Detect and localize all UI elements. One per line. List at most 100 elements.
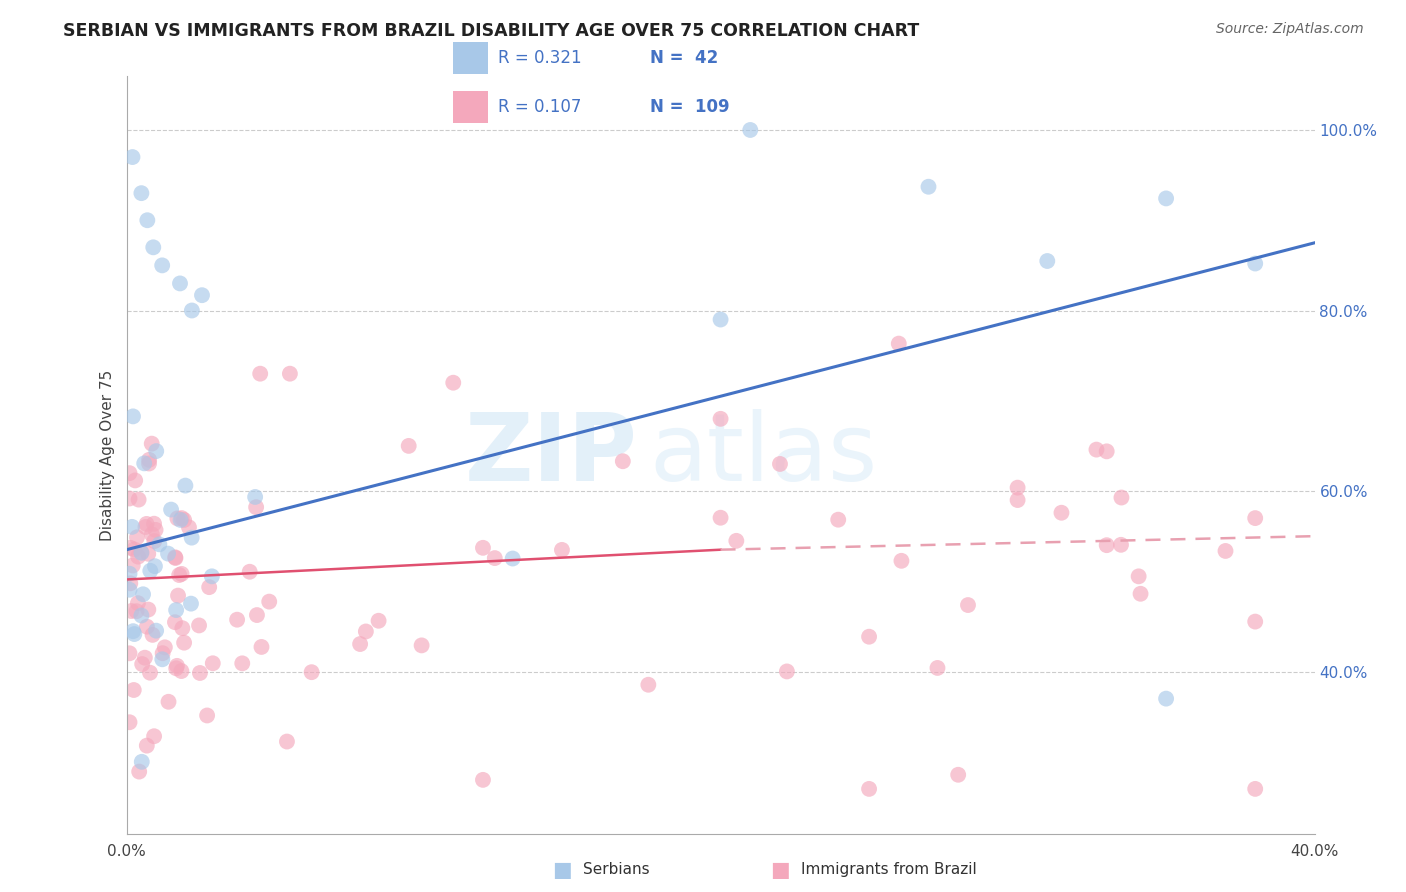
Point (890, 554, 912, 568)
Point (180, 303, 202, 318)
Point (776, 665, 799, 679)
Point (157, 695, 180, 709)
Point (141, 436, 163, 450)
Point (143, 516, 166, 531)
Point (1007, 481, 1029, 495)
Point (163, 615, 186, 630)
Point (740, 123, 762, 137)
Point (145, 523, 167, 537)
Text: ■: ■ (770, 860, 790, 880)
Point (858, 781, 880, 796)
Point (398, 439, 420, 453)
Point (131, 545, 153, 559)
Point (249, 367, 271, 381)
Point (1095, 444, 1118, 458)
Text: ■: ■ (553, 860, 572, 880)
Point (472, 772, 495, 787)
Point (167, 589, 190, 603)
Text: SERBIAN VS IMMIGRANTS FROM BRAZIL DISABILITY AGE OVER 75 CORRELATION CHART: SERBIAN VS IMMIGRANTS FROM BRAZIL DISABI… (63, 22, 920, 40)
Text: Source: ZipAtlas.com: Source: ZipAtlas.com (1216, 22, 1364, 37)
Point (243, 490, 266, 504)
Point (177, 520, 200, 534)
Point (239, 565, 262, 579)
Point (157, 547, 180, 561)
Point (551, 542, 574, 557)
Point (134, 456, 156, 470)
Point (710, 312, 733, 326)
Point (121, 150, 143, 164)
Point (150, 652, 173, 666)
Point (1085, 442, 1108, 457)
Point (257, 594, 280, 608)
Point (118, 491, 141, 506)
Point (165, 551, 187, 566)
Point (173, 635, 195, 649)
Point (231, 657, 253, 671)
Point (131, 755, 153, 769)
Point (349, 637, 371, 651)
Point (367, 614, 389, 628)
Bar (453, 42, 488, 74)
Point (1036, 254, 1059, 268)
Point (169, 277, 191, 291)
Point (195, 708, 218, 723)
Point (131, 657, 153, 671)
Point (188, 665, 211, 680)
Point (143, 729, 166, 743)
Point (166, 658, 188, 673)
Text: R = 0.321: R = 0.321 (498, 49, 582, 67)
Point (142, 240, 165, 254)
Point (136, 602, 159, 616)
Point (948, 768, 970, 782)
Point (887, 336, 910, 351)
Point (120, 604, 142, 618)
Point (484, 551, 506, 566)
Point (152, 646, 174, 660)
Point (1154, 691, 1177, 706)
Point (121, 520, 143, 534)
Point (411, 639, 433, 653)
Point (180, 597, 202, 611)
Point (139, 665, 162, 680)
Point (1244, 615, 1267, 629)
Point (725, 533, 748, 548)
Point (143, 534, 166, 549)
Point (118, 715, 141, 730)
Point (1129, 587, 1152, 601)
Point (1095, 538, 1118, 552)
Point (354, 624, 377, 639)
Point (145, 624, 167, 638)
Point (167, 568, 190, 582)
Point (1244, 511, 1267, 525)
Point (1154, 191, 1177, 205)
Point (165, 661, 187, 675)
Point (927, 661, 949, 675)
Point (201, 657, 224, 671)
Y-axis label: Disability Age Over 75: Disability Age Over 75 (100, 369, 115, 541)
Point (141, 628, 163, 642)
Point (1007, 493, 1029, 508)
Point (118, 466, 141, 480)
Point (637, 678, 659, 692)
Text: N =  109: N = 109 (650, 98, 730, 116)
Text: N =  42: N = 42 (650, 49, 718, 67)
Point (769, 457, 792, 471)
Point (138, 452, 160, 467)
Point (136, 213, 159, 227)
Point (132, 587, 155, 601)
Point (118, 566, 141, 581)
Point (165, 603, 187, 617)
Text: atlas: atlas (650, 409, 877, 501)
Point (1244, 781, 1267, 796)
Point (198, 580, 221, 594)
Point (170, 664, 193, 678)
Point (118, 582, 141, 597)
Point (472, 541, 495, 555)
Point (122, 409, 145, 424)
Point (135, 620, 157, 634)
Point (1050, 506, 1073, 520)
Point (1109, 538, 1132, 552)
Point (121, 558, 143, 573)
Point (150, 259, 173, 273)
Point (858, 630, 880, 644)
